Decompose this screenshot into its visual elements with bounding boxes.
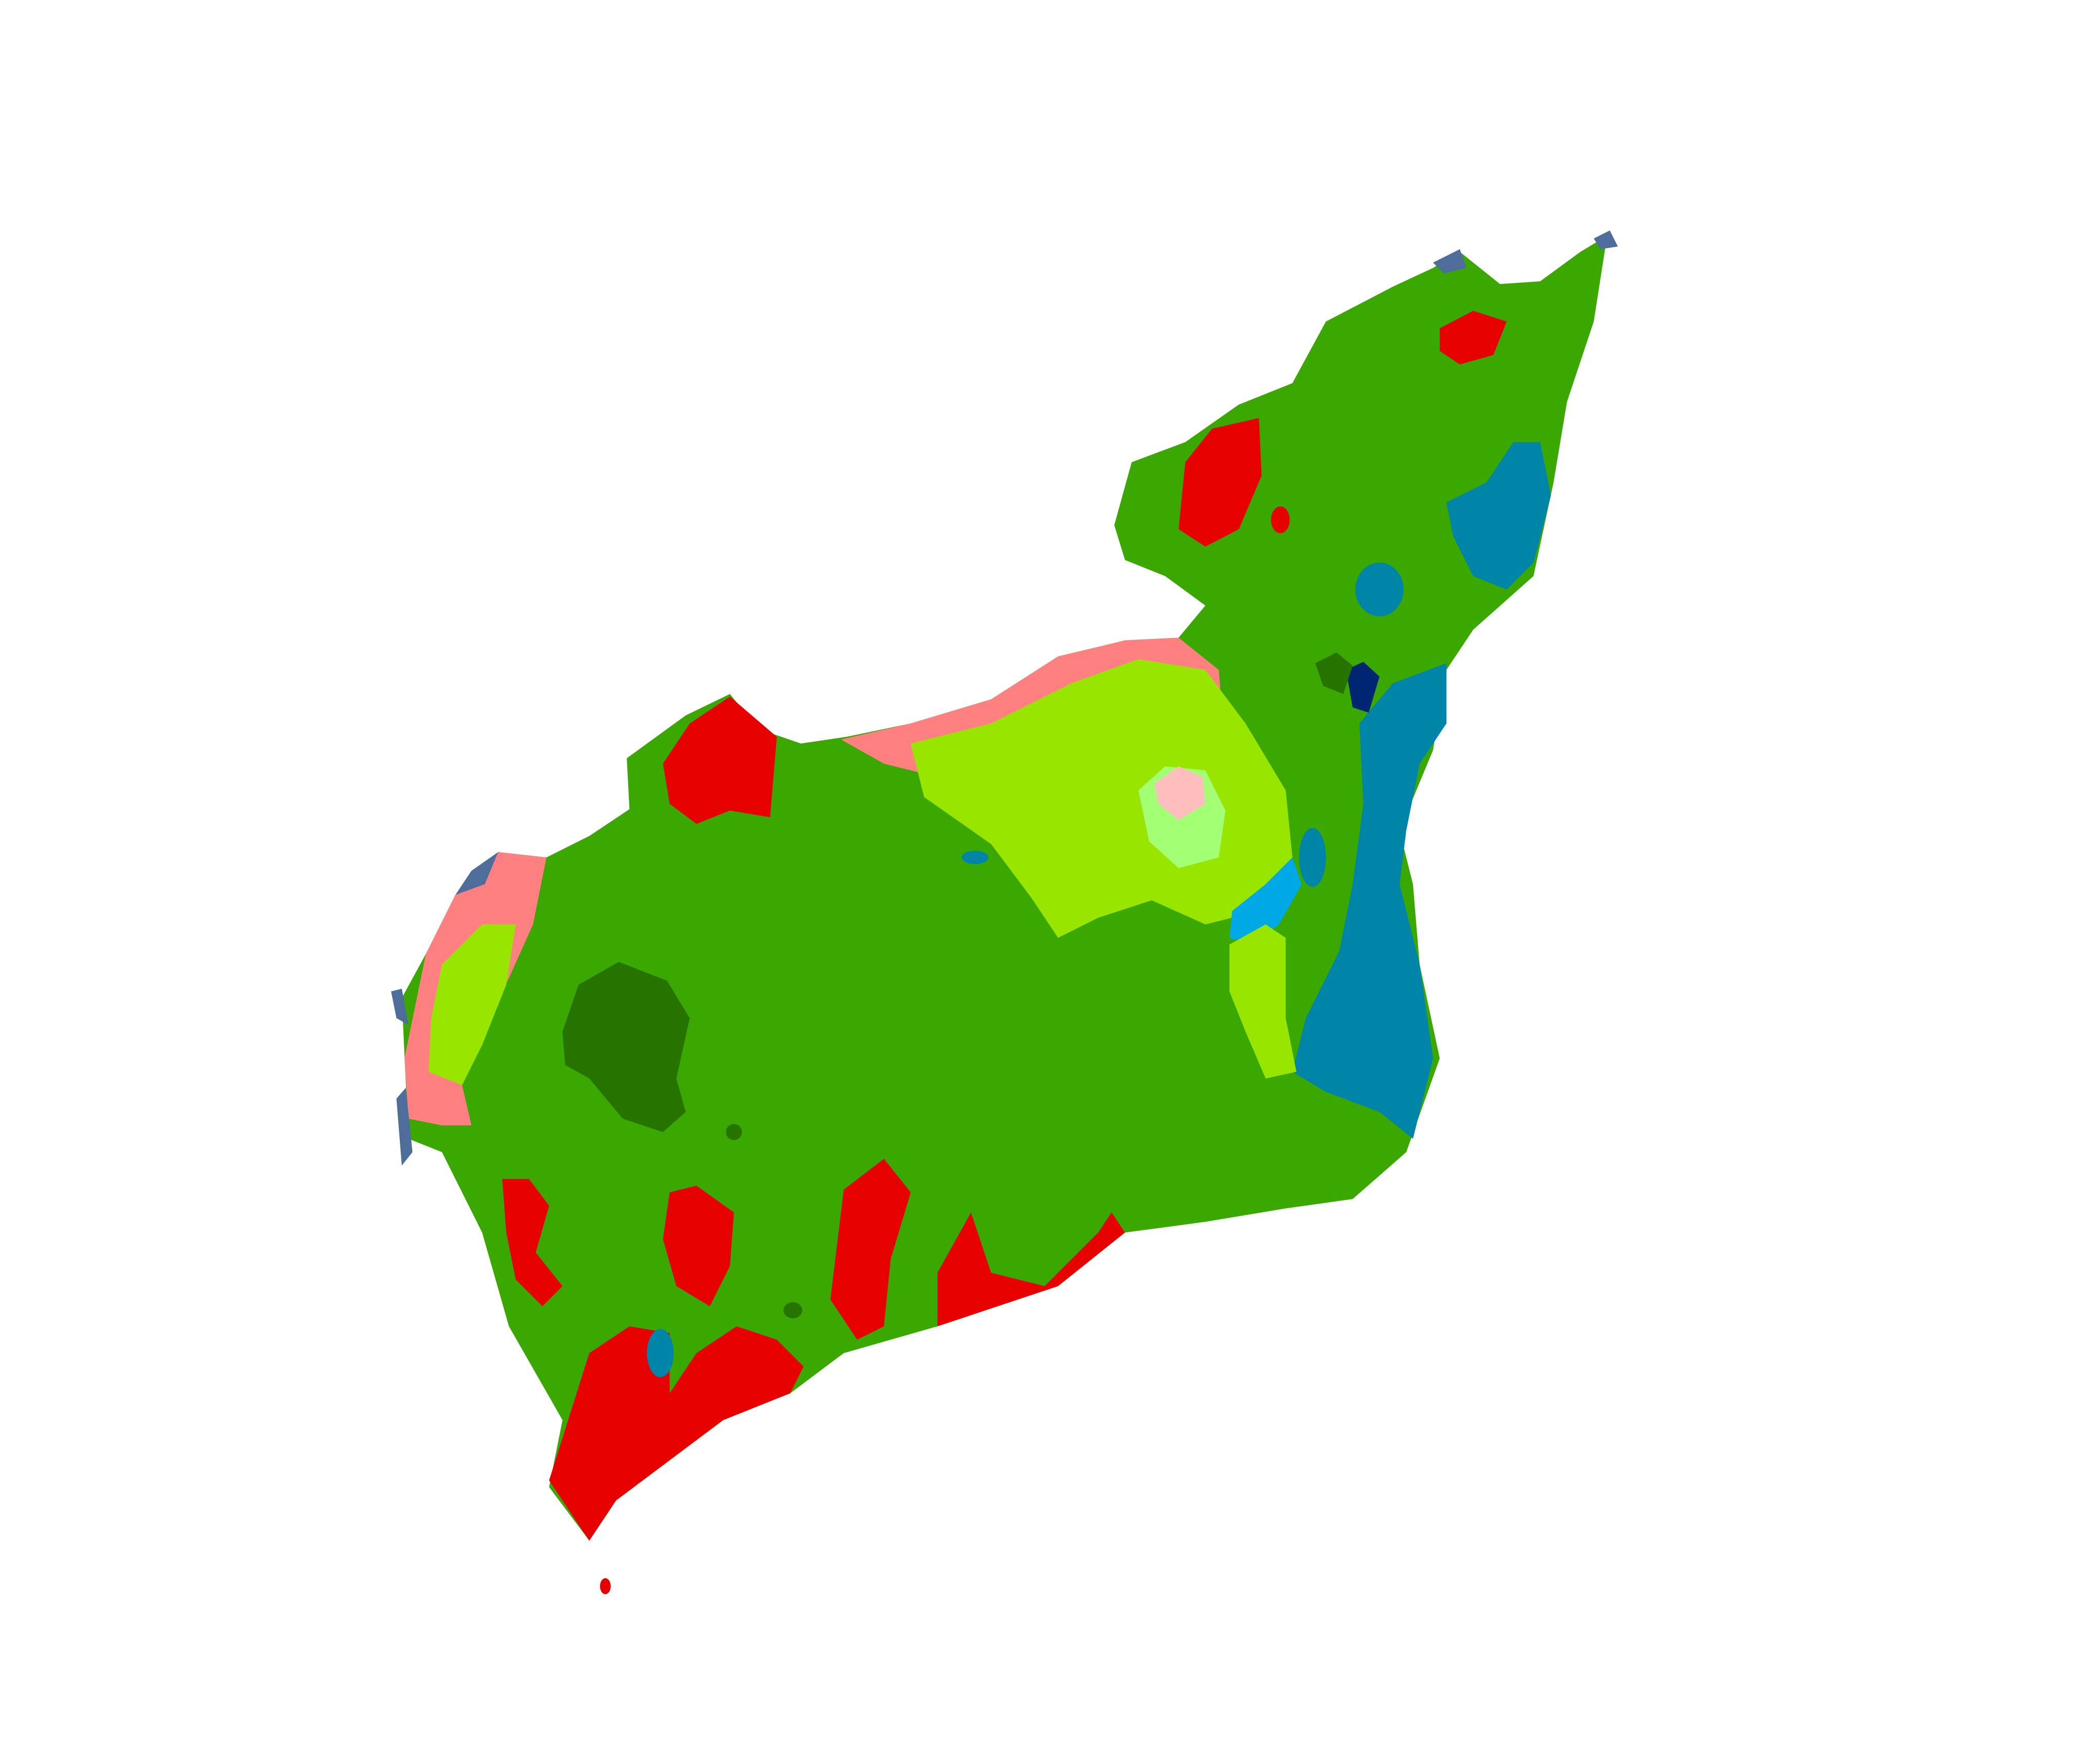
zone-north-coast-red bbox=[663, 696, 777, 824]
zone-coast-edge-slate-5 bbox=[396, 1088, 413, 1166]
zone-northeast-red bbox=[1178, 418, 1262, 547]
zone-northeast-red-small bbox=[1439, 311, 1507, 365]
zone-north-central-light bbox=[910, 659, 1293, 938]
zone-northeast-teal bbox=[1446, 442, 1551, 590]
zone-coast-edge-slate bbox=[455, 852, 499, 895]
zone-southwest-red-inner bbox=[663, 1186, 734, 1306]
zone-islet-teal-1 bbox=[961, 851, 989, 864]
zone-northeast-navy bbox=[1346, 662, 1380, 713]
zone-coast-edge-slate-4 bbox=[391, 988, 409, 1025]
zone-west-red bbox=[502, 1179, 563, 1306]
zone-islet-dark-1 bbox=[726, 1124, 742, 1140]
zone-east-light-strip bbox=[1229, 924, 1297, 1078]
zone-coast-edge-slate-2 bbox=[1433, 249, 1467, 274]
zone-east-cyan bbox=[1229, 857, 1302, 945]
zone-islet-red-2 bbox=[600, 1578, 611, 1595]
zone-east-teal bbox=[1292, 663, 1446, 1139]
zone-northeast-dark-green bbox=[1315, 652, 1353, 694]
zone-islet-teal-2 bbox=[1355, 562, 1404, 616]
zone-coast-edge-slate-3 bbox=[1594, 230, 1618, 250]
zone-islet-red-1 bbox=[1270, 506, 1290, 534]
zone-south-coast-red bbox=[830, 1159, 911, 1340]
zone-west-coast-light bbox=[428, 924, 516, 1085]
zone-northwest-dark-green bbox=[562, 962, 690, 1133]
zone-islet-teal-4 bbox=[647, 1329, 674, 1377]
zone-central-pale-pink bbox=[1154, 766, 1206, 820]
zone-south-coast-red-2 bbox=[937, 1212, 1125, 1326]
zone-islet-teal-3 bbox=[1299, 828, 1326, 887]
zone-southwest-red bbox=[549, 1326, 804, 1541]
zone-islet-dark-2 bbox=[783, 1302, 803, 1319]
